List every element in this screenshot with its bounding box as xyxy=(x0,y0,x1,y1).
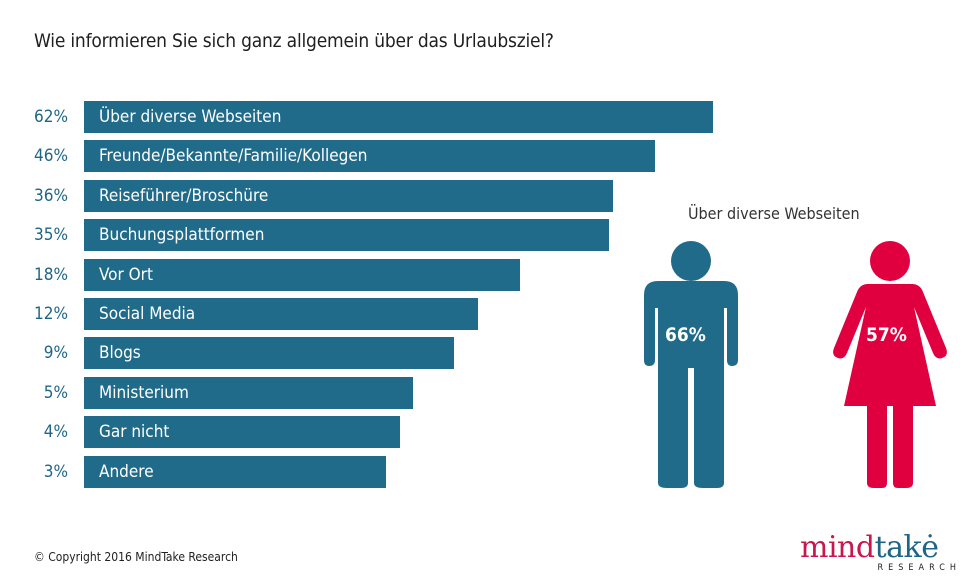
value-label: 12% xyxy=(34,304,68,324)
category-label: Über diverse Webseiten xyxy=(99,107,282,127)
mindtake-logo: mindtakė RESEARCH xyxy=(800,530,965,576)
bar: Freunde/Bekannte/Familie/Kollegen xyxy=(84,140,655,173)
chart-title: Wie informieren Sie sich ganz allgemein … xyxy=(34,30,554,52)
bar: Blogs xyxy=(84,337,454,370)
value-label: 5% xyxy=(43,382,68,403)
bar: Vor Ort xyxy=(84,258,520,291)
value-label: 9% xyxy=(43,343,68,364)
logo-research: RESEARCH xyxy=(877,563,961,573)
bar: Andere xyxy=(84,455,387,488)
category-label: Social Media xyxy=(99,304,196,324)
category-label: Gar nicht xyxy=(99,422,170,443)
value-label: 36% xyxy=(34,185,68,206)
value-label: 46% xyxy=(34,146,68,167)
female-value: 57% xyxy=(866,324,907,346)
value-label: 18% xyxy=(34,264,68,285)
category-label: Vor Ort xyxy=(99,264,153,285)
copyright: © Copyright 2016 MindTake Research xyxy=(34,550,238,564)
bar: Reiseführer/Broschüre xyxy=(84,179,614,212)
category-label: Freunde/Bekannte/Familie/Kollegen xyxy=(99,146,368,167)
female-figure-icon xyxy=(833,241,947,488)
side-panel-title: Über diverse Webseiten xyxy=(688,204,860,223)
bar: Gar nicht xyxy=(84,416,401,449)
value-label: 3% xyxy=(43,461,68,482)
male-figure-icon xyxy=(644,241,738,488)
bar: Social Media xyxy=(84,298,479,330)
bar: Ministerium xyxy=(84,376,413,409)
category-label: Buchungsplattformen xyxy=(99,225,265,246)
value-label: 35% xyxy=(34,225,68,246)
logo-mind: mind xyxy=(800,530,875,565)
category-label: Ministerium xyxy=(99,382,189,403)
value-label: 4% xyxy=(43,422,68,443)
category-label: Blogs xyxy=(99,343,141,364)
category-label: Andere xyxy=(99,461,154,482)
category-label: Reiseführer/Broschüre xyxy=(99,185,269,206)
bar: Über diverse Webseiten xyxy=(84,101,713,133)
logo-take: takė xyxy=(874,530,939,565)
male-value: 66% xyxy=(665,324,706,346)
value-label: 62% xyxy=(34,107,68,127)
bar: Buchungsplattformen xyxy=(84,219,609,252)
